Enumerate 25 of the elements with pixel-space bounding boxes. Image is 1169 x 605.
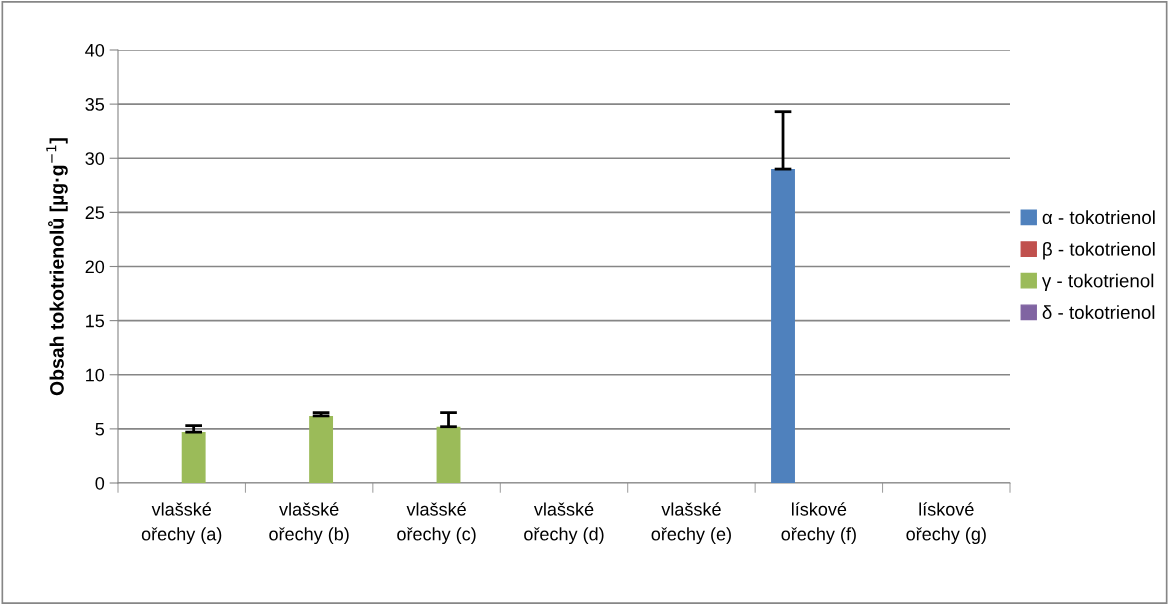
bar xyxy=(771,169,795,483)
y-tick-label: 15 xyxy=(86,314,105,328)
x-tick-label: vlašské ořechy (c) xyxy=(397,502,476,545)
bar xyxy=(436,426,461,483)
y-tick-label: 0 xyxy=(95,476,105,490)
x-tick-label: vlašské ořechy (a) xyxy=(141,502,222,545)
y-tick-label: 30 xyxy=(85,152,105,165)
y-tick-label: 20 xyxy=(85,260,105,274)
x-tick-label: lískové ořechy (g) xyxy=(906,502,986,545)
legend-label: α - tokotrienol xyxy=(1042,210,1155,225)
legend-label: β - tokotrienol xyxy=(1043,241,1155,260)
x-tick-label: vlašské ořechy (d) xyxy=(524,502,604,545)
legend-label: δ - tokotrienol xyxy=(1042,305,1155,320)
bar xyxy=(181,432,206,483)
x-tick-label: vlašské ořechy (b) xyxy=(269,502,349,545)
x-tick-label: vlašské ořechy (e) xyxy=(651,502,731,545)
y-tick-label: 35 xyxy=(85,98,105,111)
legend-label: γ - tokotrienol xyxy=(1041,273,1154,292)
y-axis-title: Obsah tokotrienolů [µg·g$^{−1}$] xyxy=(46,138,68,396)
x-tick-label: lískové ořechy (f) xyxy=(781,502,856,545)
y-tick-label: 40 xyxy=(85,43,105,57)
bar xyxy=(309,415,334,483)
y-tick-label: 10 xyxy=(86,368,105,382)
y-tick-label: 5 xyxy=(95,423,105,436)
y-tick-label: 25 xyxy=(85,206,105,220)
